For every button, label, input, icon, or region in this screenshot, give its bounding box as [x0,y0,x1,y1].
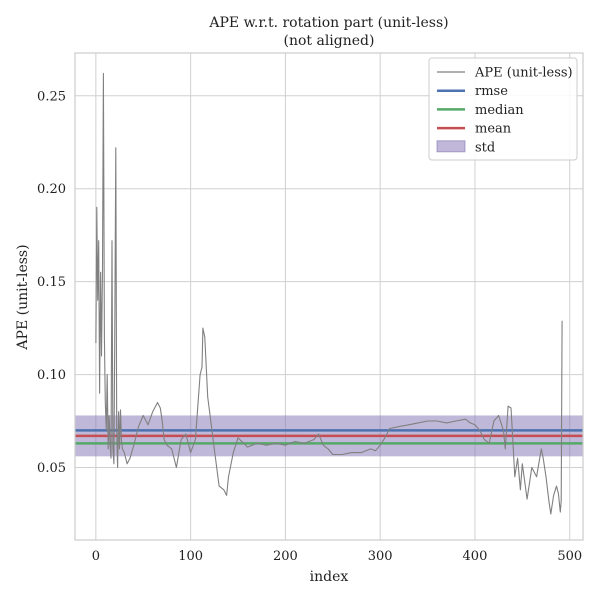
legend-label-mean: mean [475,122,512,137]
legend-label-median: median [475,103,524,118]
legend-label-ape: APE (unit-less) [474,66,573,81]
ape-series-line [95,72,563,515]
legend-label-std: std [475,140,495,155]
legend: APE (unit-less) rmse median mean std [428,57,578,161]
x-axis-label: index [310,569,349,585]
legend-swatch-std [436,140,466,153]
x-tick-label: 100 [178,549,203,564]
y-axis-label: APE (unit-less) [15,244,31,350]
y-tick-label: 0.20 [37,182,66,197]
chart-title: APE w.r.t. rotation part (unit-less) [208,15,448,31]
x-tick-label: 400 [463,549,488,564]
y-tick-label: 0.25 [37,89,66,104]
x-tick-label: 0 [92,549,100,564]
x-tick-label: 200 [273,549,298,564]
y-tick-label: 0.15 [37,275,66,290]
tick-labels: 0 100 200 300 400 500 0.05 0.10 0.15 0.20 0.25 [37,89,582,564]
y-tick-label: 0.05 [37,461,66,476]
chart-subtitle: (not aligned) [284,33,375,49]
x-tick-label: 300 [368,549,393,564]
y-tick-label: 0.10 [37,368,66,383]
legend-box [428,57,578,161]
x-tick-label: 500 [557,549,582,564]
series-layer [95,72,563,515]
stat-lines-layer [75,429,583,445]
legend-label-rmse: rmse [475,84,508,99]
plot-frame [74,52,584,541]
